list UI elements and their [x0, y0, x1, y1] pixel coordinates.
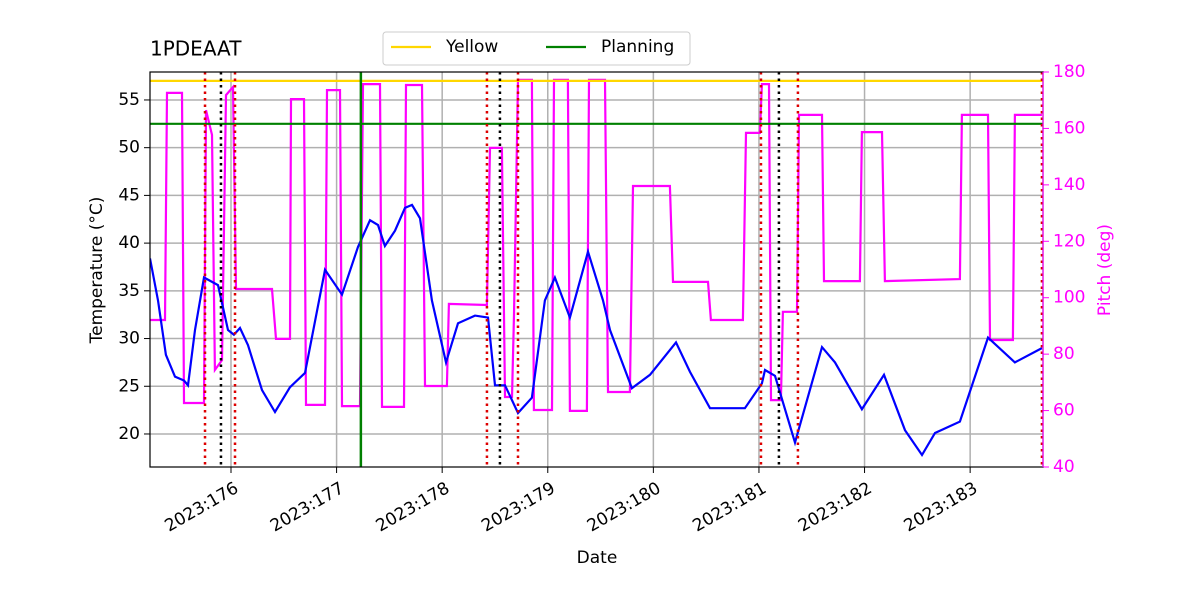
y2-tick-label: 100 [1053, 288, 1085, 308]
axes-frame [149, 71, 1044, 468]
y2-tick-label: 60 [1053, 401, 1075, 421]
y-tick-label: 40 [118, 233, 140, 253]
x-tick-label: 2023:179 [478, 478, 559, 536]
x-tick-label: 2023:182 [795, 478, 876, 536]
plot-area [150, 72, 1043, 467]
y2-axis-label: Pitch (deg) [1095, 224, 1115, 316]
y-tick-label: 35 [118, 281, 140, 301]
legend-box [382, 31, 691, 66]
y-tick-label: 20 [118, 424, 140, 444]
y2-tick-label: 40 [1053, 457, 1075, 477]
legend-label: Yellow [445, 37, 498, 57]
chart-title: 1PDEAAT [150, 37, 242, 61]
y2-tick-label: 160 [1053, 118, 1085, 138]
y2-tick-label: 140 [1053, 175, 1085, 195]
y-tick-label: 50 [118, 138, 140, 158]
x-tick-label: 2023:177 [267, 478, 348, 536]
series-line [150, 78, 1042, 412]
x-tick-label: 2023:180 [584, 478, 665, 536]
x-tick-label: 2023:176 [161, 478, 242, 536]
x-axis-label: Date [577, 548, 618, 568]
y-tick-label: 55 [118, 90, 140, 110]
y-tick-label: 25 [118, 376, 140, 396]
x-tick-label: 2023:183 [901, 478, 982, 536]
y2-tick-label: 120 [1053, 231, 1085, 251]
y2-tick-label: 180 [1053, 62, 1085, 82]
y2-tick-label: 80 [1053, 344, 1075, 364]
y-tick-label: 45 [118, 185, 140, 205]
x-tick-label: 2023:181 [689, 478, 770, 536]
x-tick-label: 2023:178 [373, 478, 454, 536]
y-tick-label: 30 [118, 329, 140, 349]
legend-label: Planning [601, 37, 674, 57]
y-axis-label: Temperature (°C) [87, 197, 107, 345]
